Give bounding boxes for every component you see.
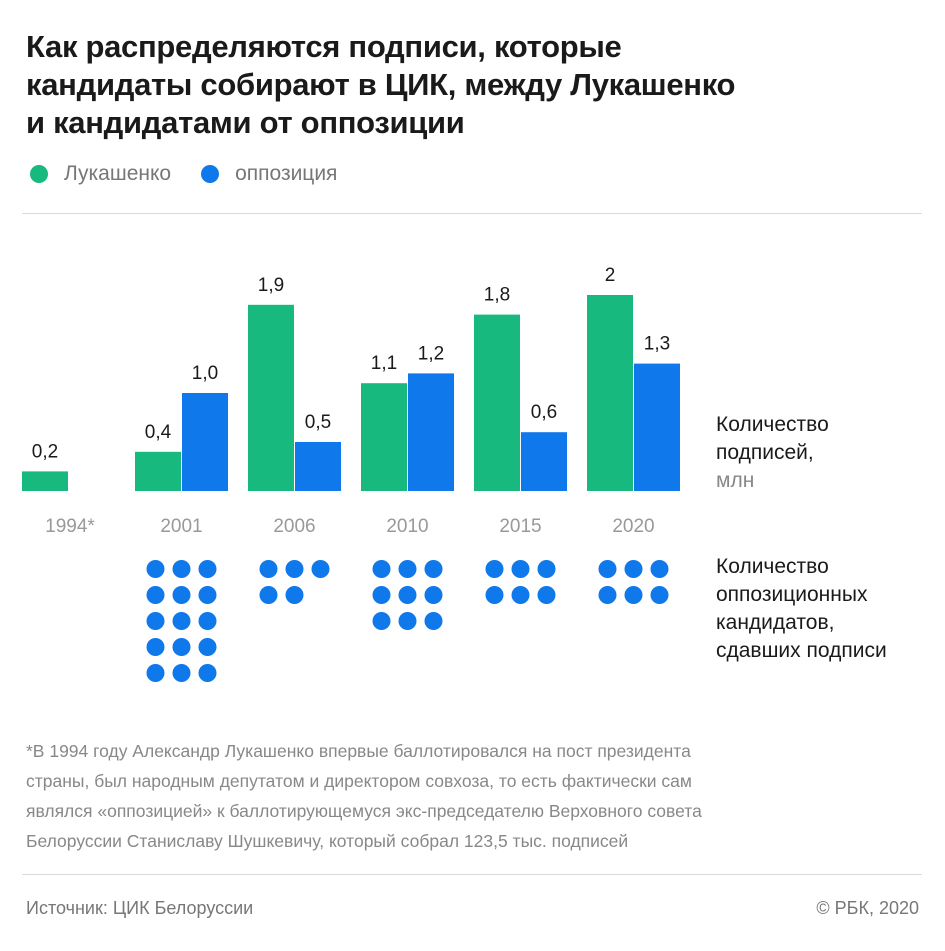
- candidate-dot: [198, 612, 217, 630]
- candidate-dot: [198, 586, 217, 604]
- source-note: Источник: ЦИК Белоруссии: [26, 898, 254, 918]
- candidate-dot: [259, 586, 278, 604]
- data-label: 1,1: [371, 353, 397, 374]
- candidate-dot: [285, 560, 304, 578]
- candidate-dot: [398, 560, 417, 578]
- title-line: и кандидатами от оппозиции: [26, 105, 465, 140]
- data-label: 0,4: [145, 422, 172, 443]
- candidate-dot: [172, 638, 191, 656]
- data-label: 0,5: [305, 412, 331, 433]
- legend-swatch-opposition: [201, 165, 220, 183]
- legend-item-opposition: оппозиция: [201, 162, 337, 186]
- x-tick-label: 2015: [499, 516, 541, 537]
- signatures-label-line: подписей,: [716, 441, 814, 464]
- candidate-dot: [511, 586, 530, 604]
- footnote-line: являлся «оппозицией» к баллотирующемуся …: [26, 801, 702, 821]
- candidate-dot: [511, 560, 530, 578]
- candidate-dot: [398, 612, 417, 630]
- candidate-dot: [198, 664, 217, 682]
- footnote-line: страны, был народным депутатом и директо…: [26, 771, 692, 791]
- data-label: 0,6: [531, 402, 557, 423]
- candidate-dot: [372, 612, 391, 630]
- candidate-dot: [598, 560, 617, 578]
- candidate-dot: [424, 612, 443, 630]
- x-tick-label: 2006: [273, 516, 315, 537]
- title-line: Как распределяются подписи, которые: [26, 29, 622, 64]
- bar-opposition: [634, 363, 680, 491]
- legend-swatch-lukashenko: [30, 165, 48, 183]
- candidate-dot: [598, 586, 617, 604]
- candidate-dot: [146, 560, 165, 578]
- candidates-label-line: сдавших подписи: [716, 639, 887, 662]
- candidate-dot: [198, 560, 217, 578]
- bar-lukashenko: [22, 471, 68, 491]
- candidate-dot: [311, 560, 330, 578]
- title-line: кандидаты собирают в ЦИК, между Лукашенк…: [26, 67, 736, 102]
- data-label: 1,8: [484, 285, 510, 306]
- candidate-dot: [172, 560, 191, 578]
- candidates-label-line: Количество: [716, 555, 829, 578]
- candidate-dot: [172, 612, 191, 630]
- candidate-dot: [198, 638, 217, 656]
- chart-title: Как распределяются подписи, которые канд…: [26, 28, 926, 142]
- top-divider: [22, 213, 922, 214]
- legend-item-lukashenko: Лукашенко: [30, 162, 171, 186]
- candidate-dot: [398, 586, 417, 604]
- candidate-dot: [259, 560, 278, 578]
- bar-opposition: [408, 373, 454, 491]
- candidate-dot: [285, 586, 304, 604]
- candidate-dot: [146, 612, 165, 630]
- data-label: 1,3: [644, 334, 670, 355]
- signatures-axis-label: Количество подписей, млн: [716, 411, 829, 495]
- signatures-label-line: Количество: [716, 413, 829, 436]
- candidate-dot: [485, 586, 504, 604]
- candidate-dot: [146, 586, 165, 604]
- legend-label: Лукашенко: [64, 162, 172, 185]
- candidate-dot: [146, 664, 165, 682]
- candidate-dot: [650, 560, 669, 578]
- legend-label: оппозиция: [235, 162, 338, 185]
- candidate-dot: [372, 560, 391, 578]
- bar-opposition: [295, 442, 341, 491]
- candidate-dot: [146, 638, 165, 656]
- candidate-dot: [624, 560, 643, 578]
- bottom-divider: [22, 874, 922, 875]
- copyright: © РБК, 2020: [816, 898, 919, 918]
- data-label: 2: [605, 265, 616, 286]
- bar-lukashenko: [248, 304, 294, 491]
- candidate-dot: [537, 586, 556, 604]
- bar-chart: 0,2 1994* 0,4 1,0 2001 1,9 0,5 2006 1,1 1,2 2010 1,…: [22, 265, 680, 682]
- candidates-label-line: оппозиционных: [716, 583, 868, 606]
- x-tick-label: 2010: [386, 516, 428, 537]
- legend: Лукашенко оппозиция: [30, 162, 367, 186]
- candidate-dot: [172, 664, 191, 682]
- footnote: *В 1994 году Александр Лукашенко впервые…: [26, 736, 906, 856]
- data-label: 1,9: [258, 275, 284, 296]
- footnote-line: *В 1994 году Александр Лукашенко впервые…: [26, 741, 691, 761]
- candidate-dot: [485, 560, 504, 578]
- candidate-dot: [624, 586, 643, 604]
- candidates-label-line: кандидатов,: [716, 611, 835, 634]
- candidate-dot: [424, 586, 443, 604]
- bar-lukashenko: [587, 295, 633, 491]
- candidate-dot: [537, 560, 556, 578]
- candidate-dot: [372, 586, 391, 604]
- bar-lukashenko: [135, 451, 181, 491]
- candidates-axis-label: Количество оппозиционных кандидатов, сда…: [716, 553, 887, 665]
- data-label: 0,2: [32, 441, 58, 462]
- signatures-unit: млн: [716, 469, 755, 492]
- footnote-line: Белоруссии Станиславу Шушкевичу, который…: [26, 831, 629, 851]
- candidate-dot: [424, 560, 443, 578]
- bar-opposition: [182, 393, 228, 491]
- x-tick-label: 1994*: [45, 516, 95, 537]
- x-tick-label: 2001: [160, 516, 202, 537]
- data-label: 1,2: [418, 343, 444, 364]
- candidate-dot: [172, 586, 191, 604]
- bar-lukashenko: [361, 383, 407, 491]
- candidate-dot: [650, 586, 669, 604]
- x-tick-label: 2020: [612, 516, 654, 537]
- bar-opposition: [521, 432, 567, 491]
- bar-lukashenko: [474, 314, 520, 491]
- data-label: 1,0: [192, 363, 218, 384]
